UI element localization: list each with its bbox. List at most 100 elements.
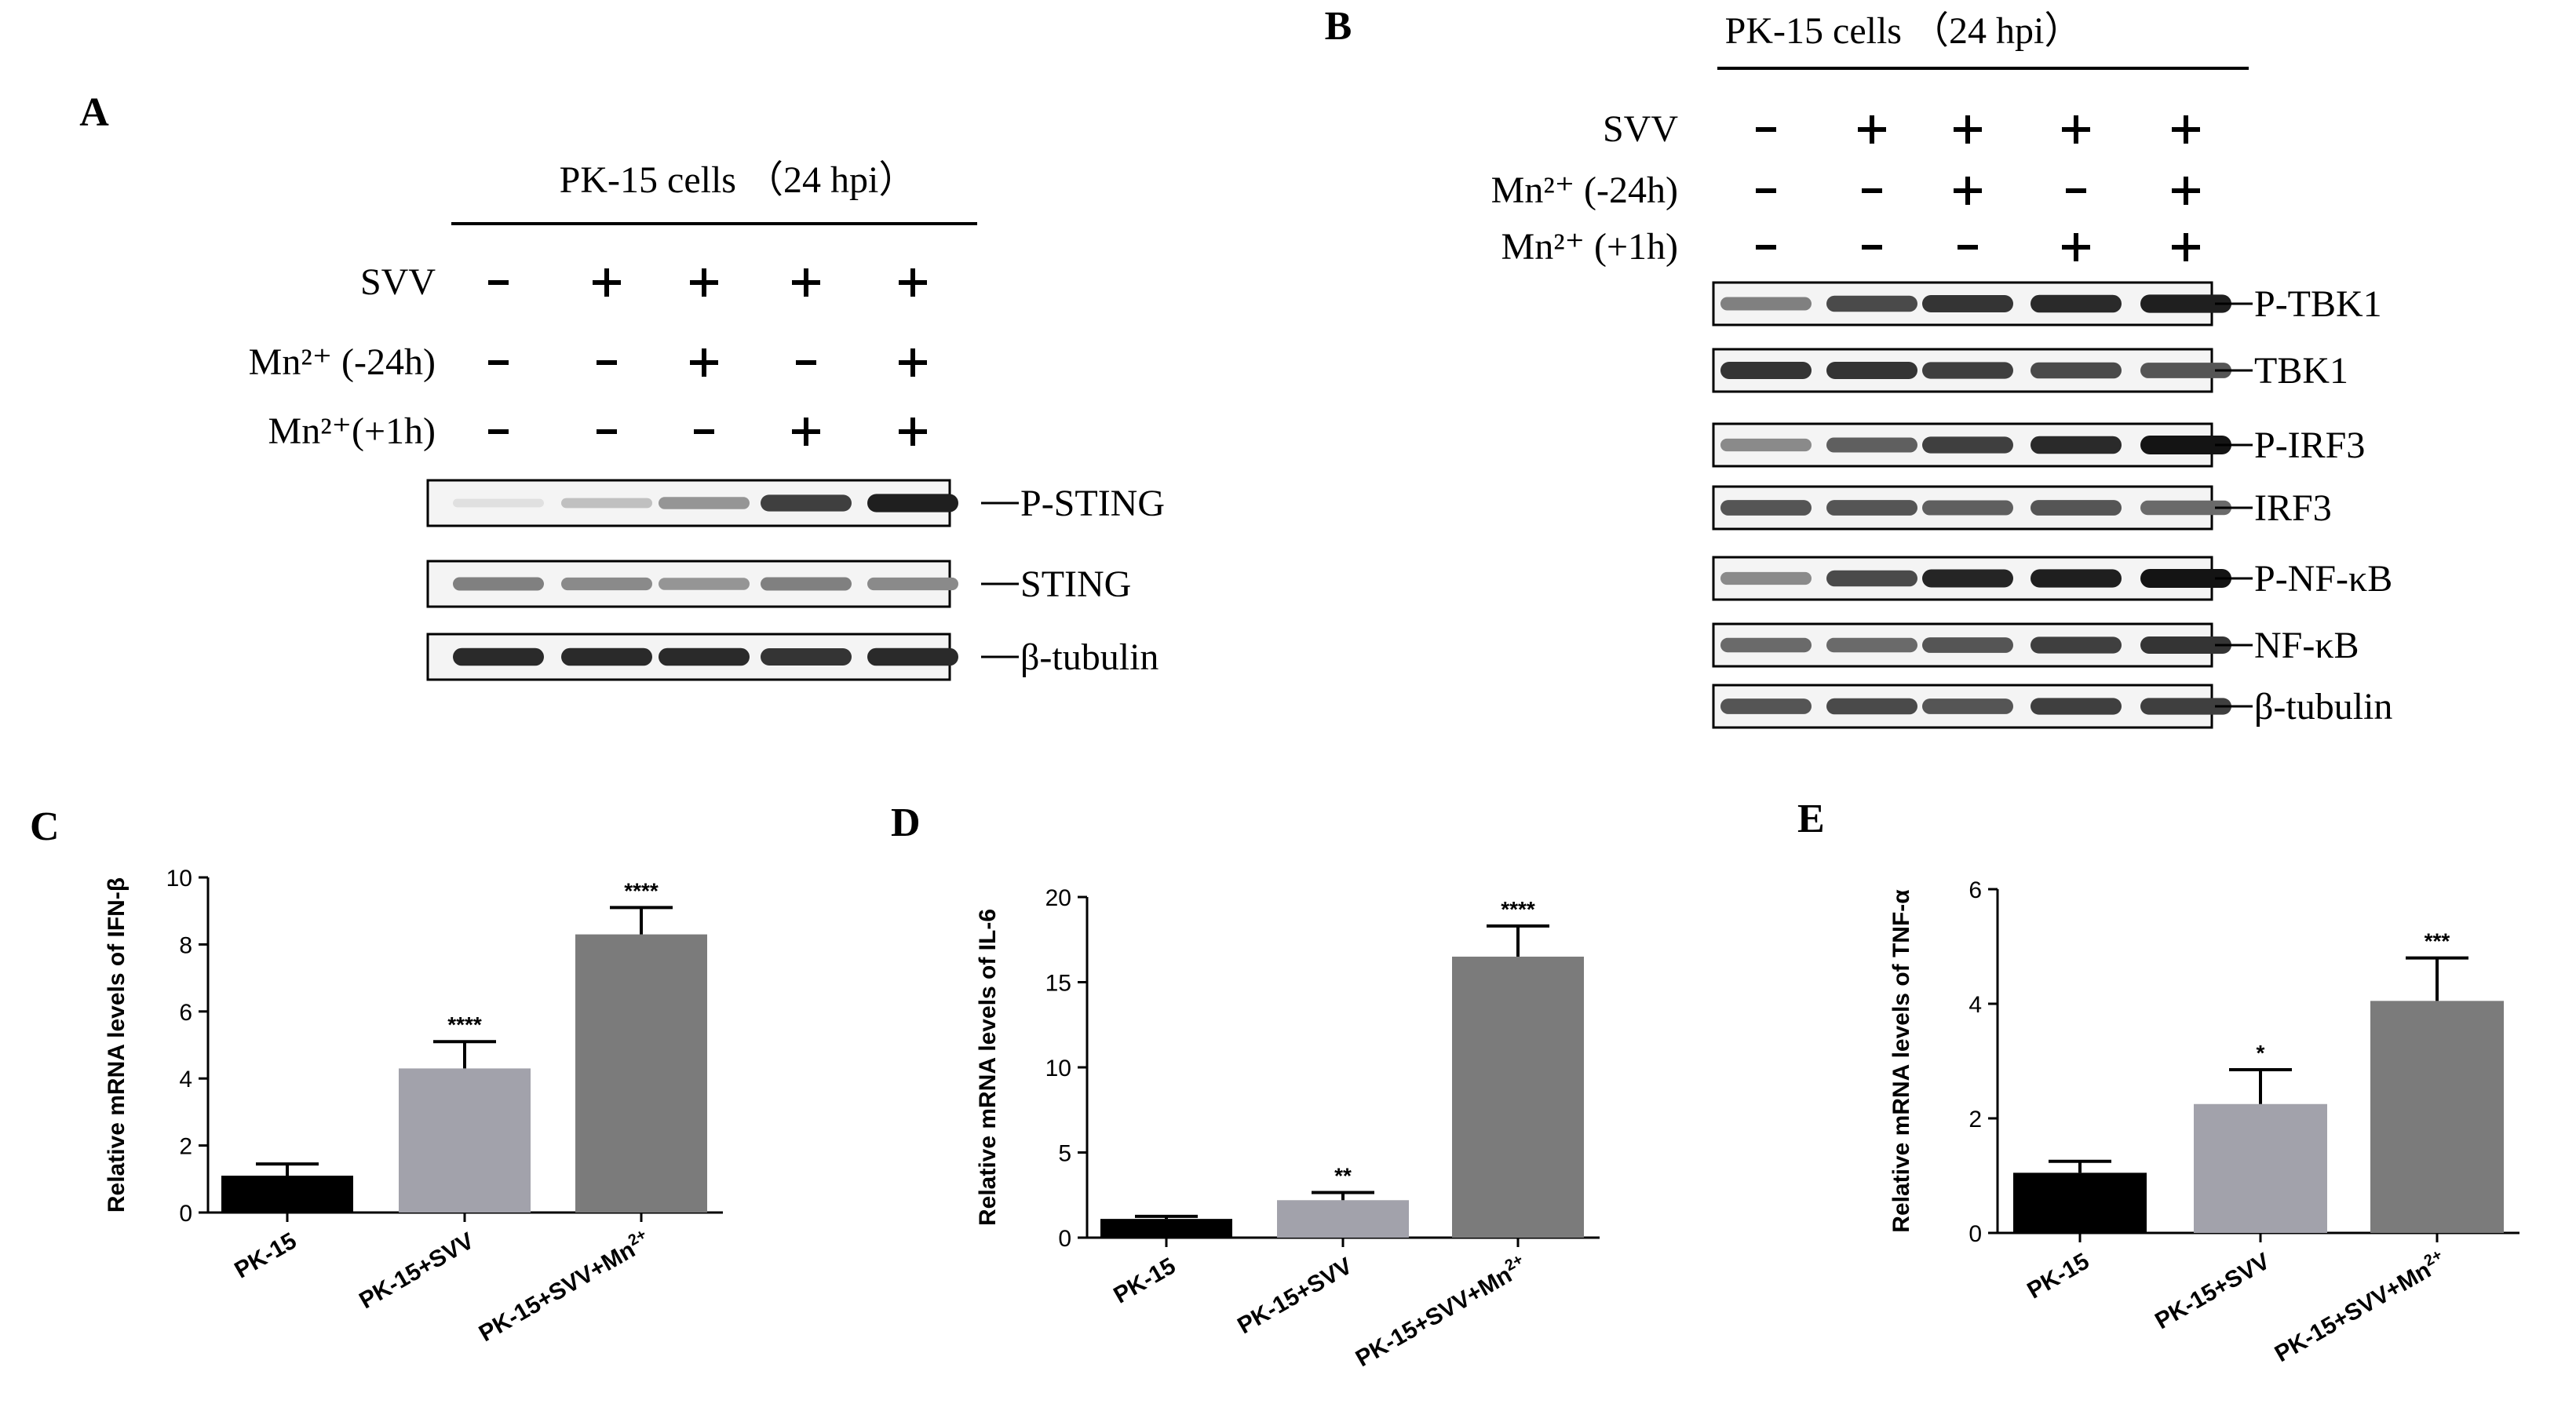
condition-label: Mn²⁺ (-24h): [249, 341, 436, 383]
plus-mark: [899, 418, 927, 446]
y-axis-label: Relative mRNA levels of IFN-β: [104, 877, 130, 1213]
significance-label: **: [1334, 1163, 1352, 1187]
band: [2031, 698, 2122, 715]
band-label: NF-κB: [2254, 625, 2359, 666]
band: [2140, 363, 2231, 378]
band-label: β-tubulin: [2254, 686, 2392, 728]
band: [1826, 295, 1917, 312]
band: [1720, 297, 1812, 311]
band: [1720, 438, 1812, 452]
plus-mark: [1954, 115, 1982, 144]
bar: [2370, 1001, 2504, 1233]
band: [2031, 636, 2122, 654]
y-tick-label: 0: [179, 1201, 192, 1227]
condition-label: Mn²⁺(+1h): [268, 410, 436, 452]
bar: [1100, 1219, 1232, 1238]
condition-label: Mn²⁺ (-24h): [1491, 170, 1678, 211]
band: [2140, 569, 2231, 588]
band: [1826, 362, 1917, 379]
western-blot-panels: A PK-15 cells （24 hpi） SVV Mn²⁺ (-24h) Mn²⁺(…: [79, 4, 2392, 729]
band: [659, 578, 750, 590]
blot-row: NF-κB: [1712, 622, 2359, 668]
blot-panel-b: B PK-15 cells （24 hpi） SVV Mn²⁺ (-24h) Mn²⁺ …: [1325, 4, 2392, 729]
blot-panel-a: A PK-15 cells （24 hpi） SVV Mn²⁺ (-24h) Mn²⁺(…: [79, 90, 1165, 681]
band: [2140, 436, 2231, 454]
y-tick-label: 8: [179, 932, 192, 958]
blot-row: P-TBK1: [1712, 281, 2382, 326]
band: [867, 647, 958, 666]
band: [659, 647, 750, 666]
band-label: STING: [1020, 563, 1131, 605]
band: [561, 577, 652, 591]
plus-mark: [1858, 115, 1886, 144]
significance-label: *: [2257, 1041, 2265, 1065]
bar: [1277, 1200, 1409, 1238]
y-tick-label: 0: [1968, 1221, 1982, 1247]
band: [453, 498, 544, 508]
y-tick-label: 2: [1968, 1107, 1982, 1132]
band: [561, 647, 652, 666]
band: [867, 577, 958, 591]
condition-label: Mn²⁺ (+1h): [1501, 226, 1678, 268]
bar: [575, 934, 707, 1213]
plus-mark: [2062, 233, 2090, 261]
bar: [2013, 1173, 2147, 1233]
band: [2031, 436, 2122, 454]
band: [761, 494, 852, 512]
y-tick-label: 0: [1058, 1226, 1071, 1252]
band: [761, 648, 852, 666]
plus-mark: [899, 268, 927, 297]
blot-row: STING: [426, 560, 1131, 608]
plus-mark: [690, 268, 718, 297]
band: [2031, 362, 2122, 379]
band: [1922, 698, 2013, 714]
panel-letter: D: [891, 801, 921, 845]
significance-label: ****: [447, 1012, 482, 1037]
band: [2031, 500, 2122, 516]
panel-letter: E: [1797, 797, 1825, 841]
band: [2140, 636, 2231, 654]
bar: [1452, 956, 1584, 1238]
band: [1922, 569, 2013, 588]
plus-mark: [792, 418, 820, 446]
band-label: P-IRF3: [2254, 425, 2365, 466]
y-tick-label: 4: [1968, 992, 1982, 1018]
blot-row: β-tubulin: [1712, 684, 2392, 729]
y-tick-label: 10: [1045, 1056, 1071, 1081]
band: [2140, 294, 2231, 313]
blot-row: P-IRF3: [1712, 422, 2365, 468]
band-label: P-NF-κB: [2254, 558, 2392, 600]
band: [2031, 569, 2122, 588]
band: [1720, 362, 1812, 379]
band: [2140, 500, 2231, 516]
band-label: TBK1: [2254, 350, 2348, 392]
band: [867, 494, 958, 512]
bar: [399, 1068, 531, 1213]
band: [453, 647, 544, 666]
band: [2031, 294, 2122, 313]
y-tick-label: 2: [179, 1134, 192, 1160]
plus-mark: [690, 348, 718, 377]
significance-label: ****: [1501, 897, 1535, 921]
plus-mark: [2172, 177, 2200, 205]
y-axis-label: Relative mRNA levels of TNF-α: [1888, 889, 1914, 1233]
blot-row: β-tubulin: [426, 633, 1158, 681]
y-tick-label: 4: [179, 1067, 192, 1092]
plus-mark: [2172, 233, 2200, 261]
band: [1826, 637, 1917, 653]
band: [1826, 500, 1917, 516]
blot-row: P-STING: [426, 479, 1165, 527]
y-tick-label: 20: [1045, 885, 1071, 911]
y-axis-label: Relative mRNA levels of IL-6: [975, 909, 1001, 1226]
plus-mark: [792, 268, 820, 297]
condition-label: SVV: [1603, 108, 1678, 150]
band: [1720, 698, 1812, 714]
band: [1826, 437, 1917, 453]
band: [1922, 637, 2013, 653]
plus-mark: [899, 348, 927, 377]
band-label: P-TBK1: [2254, 283, 2382, 325]
band: [1922, 362, 2013, 379]
band: [1720, 500, 1812, 516]
band: [1720, 571, 1812, 585]
